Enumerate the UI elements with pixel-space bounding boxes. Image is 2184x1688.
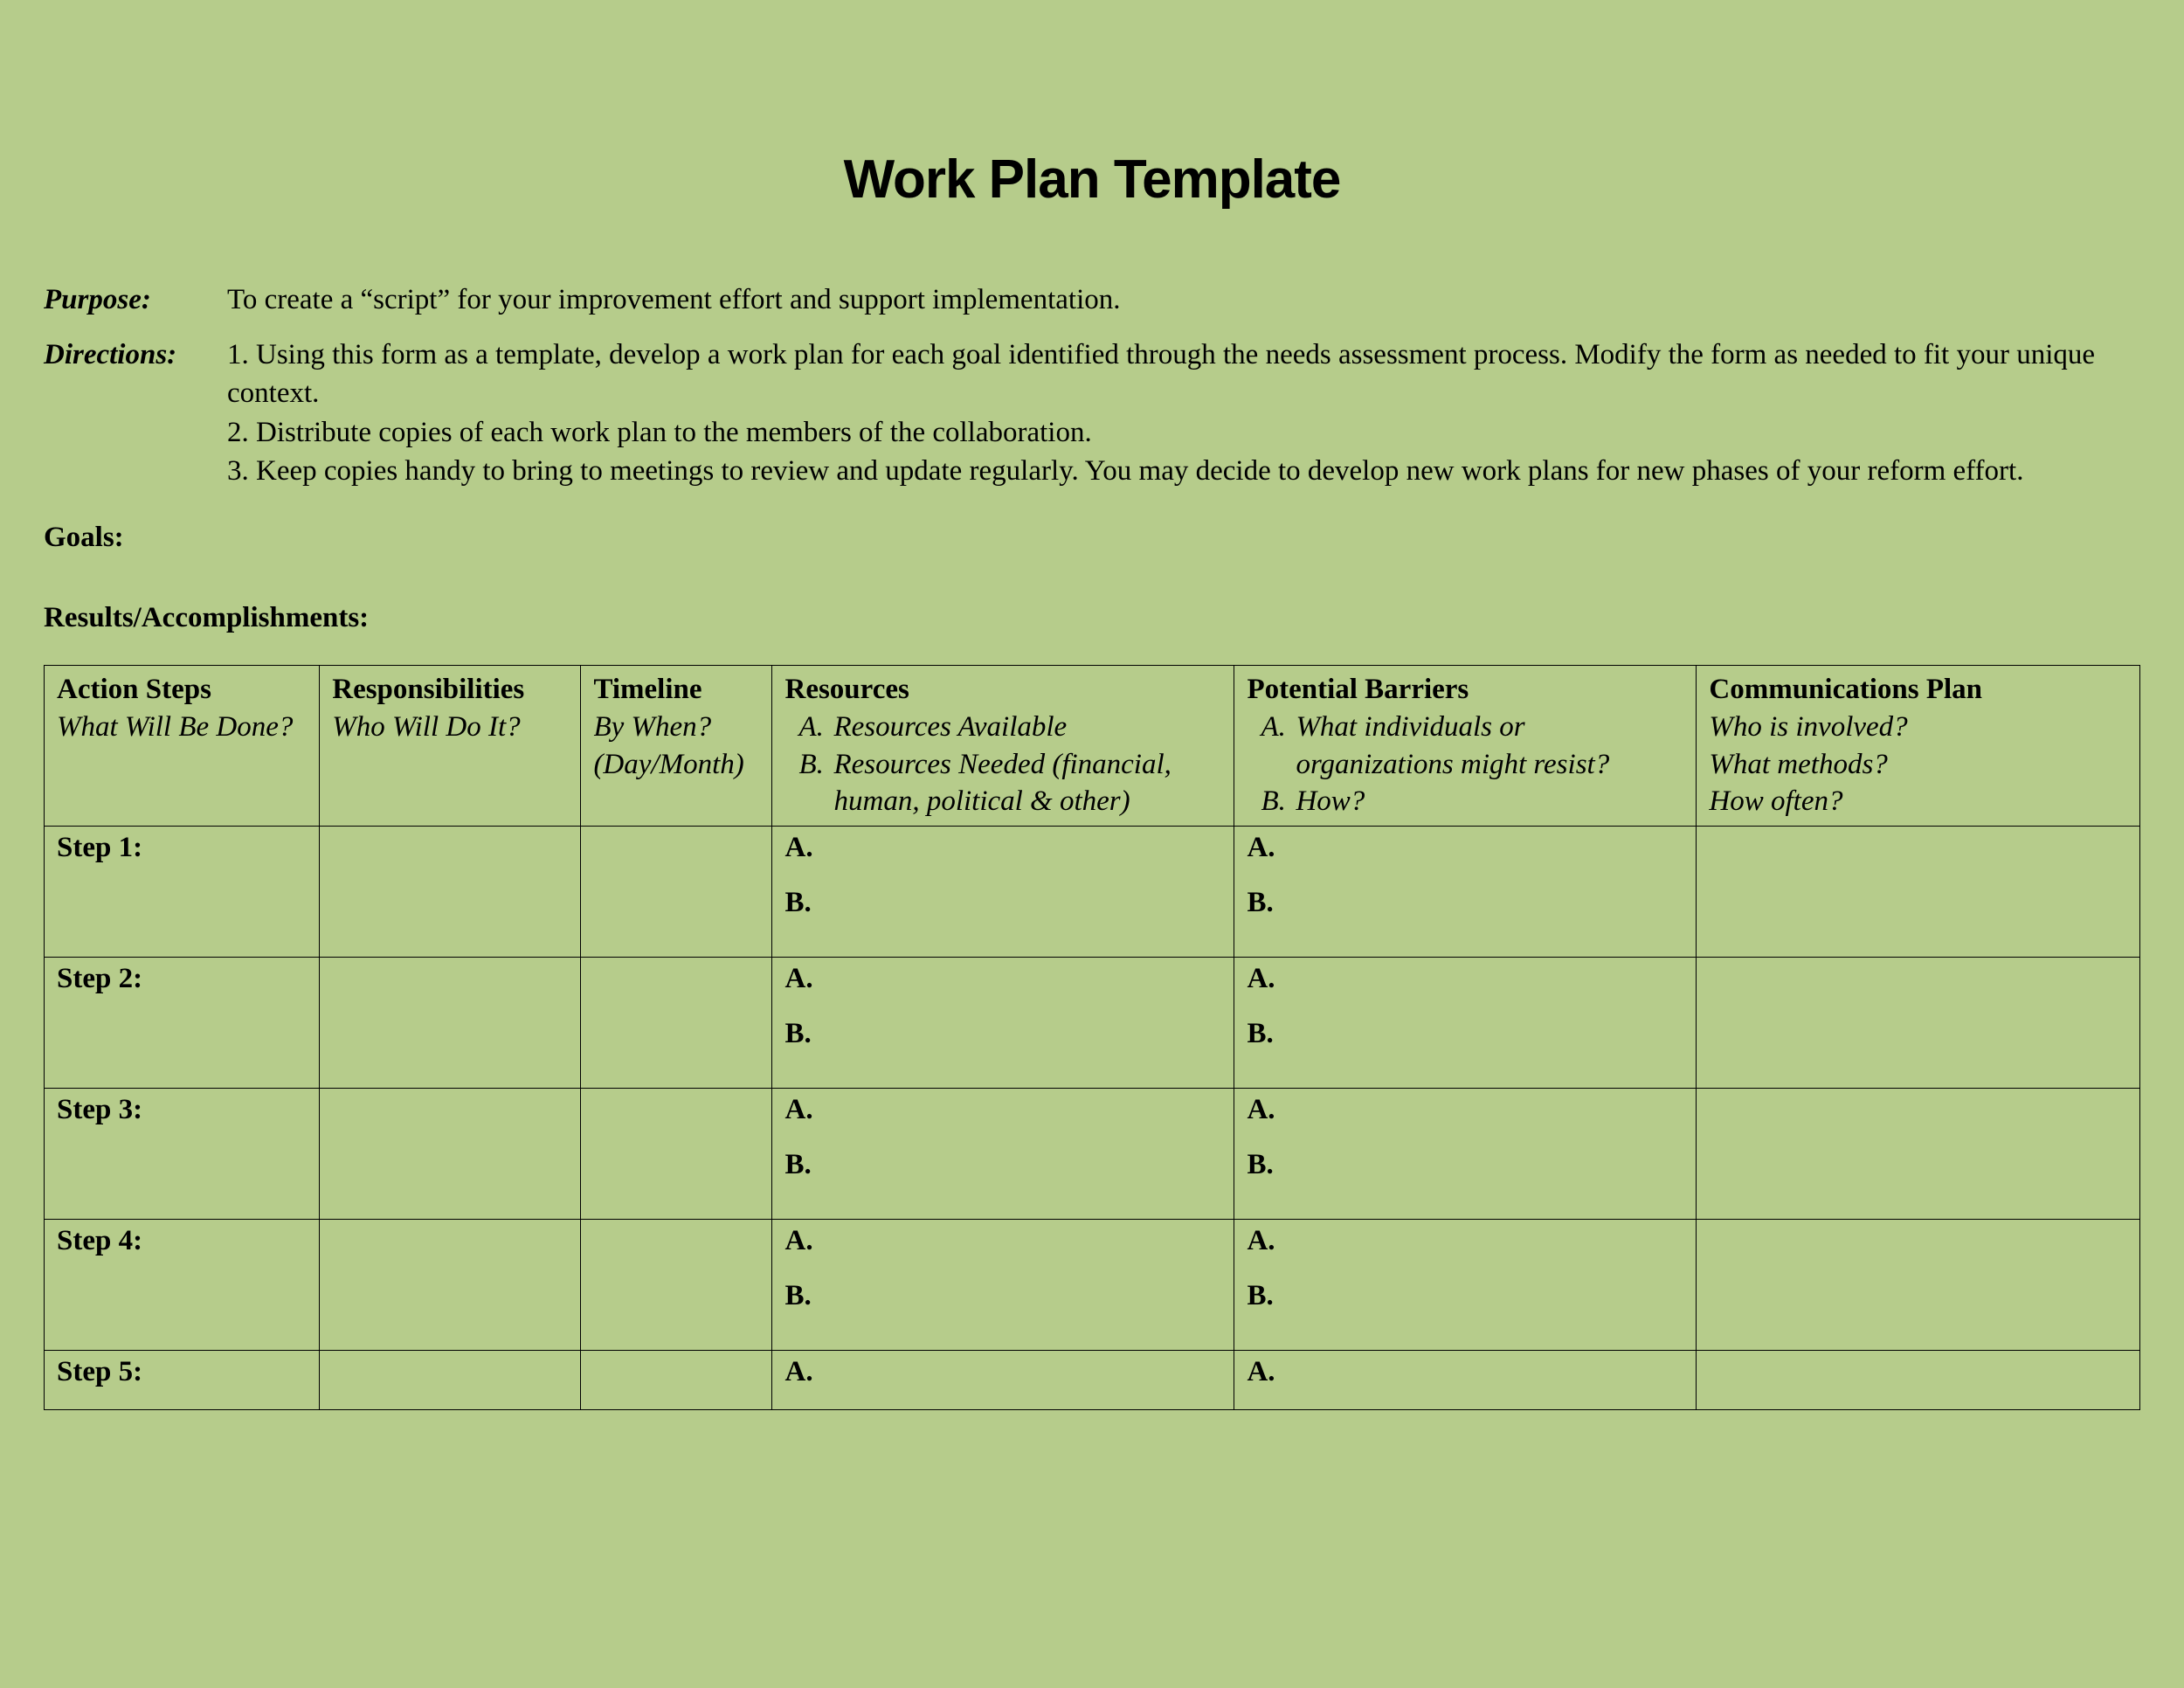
header-timeline-title: Timeline	[593, 671, 763, 709]
sub-b: B.	[1247, 887, 1687, 919]
header-barriers-title: Potential Barriers	[1247, 671, 1687, 709]
sub-b: B.	[1247, 1149, 1687, 1181]
sub-a: A.	[1247, 1225, 1687, 1257]
cell-communications	[1697, 1351, 2140, 1410]
cell-timeline	[581, 1220, 772, 1351]
cell-responsibilities	[320, 827, 581, 958]
header-barriers: Potential Barriers A.What individuals or…	[1234, 665, 1697, 827]
sub-a: A.	[784, 1094, 1225, 1126]
table-header-row: Action Steps What Will Be Done? Responsi…	[45, 665, 2140, 827]
cell-resources: A. B.	[772, 958, 1234, 1089]
sub-a: A.	[784, 832, 1225, 864]
directions-item-2: 2. Distribute copies of each work plan t…	[227, 413, 2114, 453]
step-label: Step 2:	[57, 963, 310, 995]
cell-responsibilities	[320, 1351, 581, 1410]
cell-resources: A. B.	[772, 827, 1234, 958]
cell-barriers: A.	[1234, 1351, 1697, 1410]
cell-communications	[1697, 958, 2140, 1089]
sub-b: B.	[1247, 1018, 1687, 1050]
sub-a: A.	[1247, 832, 1687, 864]
purpose-row: Purpose: To create a “script” for your i…	[44, 280, 2140, 320]
cell-action-step: Step 5:	[45, 1351, 320, 1410]
header-action-steps: Action Steps What Will Be Done?	[45, 665, 320, 827]
header-responsibilities: Responsibilities Who Will Do It?	[320, 665, 581, 827]
table-row: Step 5: A. A.	[45, 1351, 2140, 1410]
cell-timeline	[581, 958, 772, 1089]
cell-communications	[1697, 1089, 2140, 1220]
cell-barriers: A. B.	[1234, 1089, 1697, 1220]
directions-label: Directions:	[44, 336, 227, 491]
cell-timeline	[581, 1089, 772, 1220]
table-row: Step 2: A. B. A. B.	[45, 958, 2140, 1089]
table-row: Step 4: A. B. A. B.	[45, 1220, 2140, 1351]
sub-b: B.	[784, 1018, 1225, 1050]
header-resources: Resources A.Resources Available B.Resour…	[772, 665, 1234, 827]
page-title: Work Plan Template	[44, 149, 2140, 211]
header-barriers-a: What individuals or organizations might …	[1296, 709, 1687, 784]
sub-b: B.	[784, 1149, 1225, 1181]
header-resources-b: Resources Needed (financial, human, poli…	[833, 746, 1225, 821]
table-row: Step 3: A. B. A. B.	[45, 1089, 2140, 1220]
header-action-steps-sub: What Will Be Done?	[57, 709, 310, 746]
table-row: Step 1: A. B. A. B.	[45, 827, 2140, 958]
cell-communications	[1697, 827, 2140, 958]
header-timeline-sub: By When? (Day/Month)	[593, 709, 763, 784]
header-timeline: Timeline By When? (Day/Month)	[581, 665, 772, 827]
directions-body: 1. Using this form as a template, develo…	[227, 336, 2140, 491]
step-label: Step 3:	[57, 1094, 310, 1126]
header-resources-title: Resources	[784, 671, 1225, 709]
header-communications-sub1: Who is involved?	[1709, 709, 2131, 746]
sub-b: B.	[784, 1280, 1225, 1312]
sub-a: A.	[1247, 1356, 1687, 1388]
cell-action-step: Step 1:	[45, 827, 320, 958]
purpose-text: To create a “script” for your improvemen…	[227, 280, 2140, 320]
goals-label: Goals:	[44, 522, 2140, 554]
cell-resources: A.	[772, 1351, 1234, 1410]
directions-item-1: 1. Using this form as a template, develo…	[227, 336, 2114, 413]
header-resources-a: Resources Available	[833, 709, 1067, 746]
header-communications: Communications Plan Who is involved? Wha…	[1697, 665, 2140, 827]
step-label: Step 1:	[57, 832, 310, 864]
cell-responsibilities	[320, 1220, 581, 1351]
cell-timeline	[581, 1351, 772, 1410]
purpose-label: Purpose:	[44, 280, 227, 320]
header-communications-title: Communications Plan	[1709, 671, 2131, 709]
table-body: Step 1: A. B. A. B. Step 2: A. B. A. B. Step 3: A. B…	[45, 827, 2140, 1410]
cell-action-step: Step 2:	[45, 958, 320, 1089]
sub-a: A.	[784, 1225, 1225, 1257]
cell-resources: A. B.	[772, 1089, 1234, 1220]
header-communications-sub3: How often?	[1709, 783, 2131, 820]
cell-resources: A. B.	[772, 1220, 1234, 1351]
header-communications-sub2: What methods?	[1709, 746, 2131, 784]
directions-row: Directions: 1. Using this form as a temp…	[44, 336, 2140, 491]
header-barriers-b: How?	[1296, 783, 1365, 820]
cell-communications	[1697, 1220, 2140, 1351]
cell-action-step: Step 3:	[45, 1089, 320, 1220]
sub-b: B.	[1247, 1280, 1687, 1312]
cell-barriers: A. B.	[1234, 958, 1697, 1089]
cell-barriers: A. B.	[1234, 827, 1697, 958]
header-responsibilities-title: Responsibilities	[332, 671, 571, 709]
step-label: Step 5:	[57, 1356, 310, 1388]
cell-responsibilities	[320, 958, 581, 1089]
cell-action-step: Step 4:	[45, 1220, 320, 1351]
sub-a: A.	[1247, 963, 1687, 995]
sub-a: A.	[1247, 1094, 1687, 1126]
sub-a: A.	[784, 963, 1225, 995]
header-action-steps-title: Action Steps	[57, 671, 310, 709]
work-plan-table: Action Steps What Will Be Done? Responsi…	[44, 665, 2140, 1411]
cell-barriers: A. B.	[1234, 1220, 1697, 1351]
header-responsibilities-sub: Who Will Do It?	[332, 709, 571, 746]
sub-a: A.	[784, 1356, 1225, 1388]
step-label: Step 4:	[57, 1225, 310, 1257]
results-label: Results/Accomplishments:	[44, 602, 2140, 634]
directions-item-3: 3. Keep copies handy to bring to meeting…	[227, 452, 2114, 491]
sub-b: B.	[784, 887, 1225, 919]
cell-timeline	[581, 827, 772, 958]
cell-responsibilities	[320, 1089, 581, 1220]
